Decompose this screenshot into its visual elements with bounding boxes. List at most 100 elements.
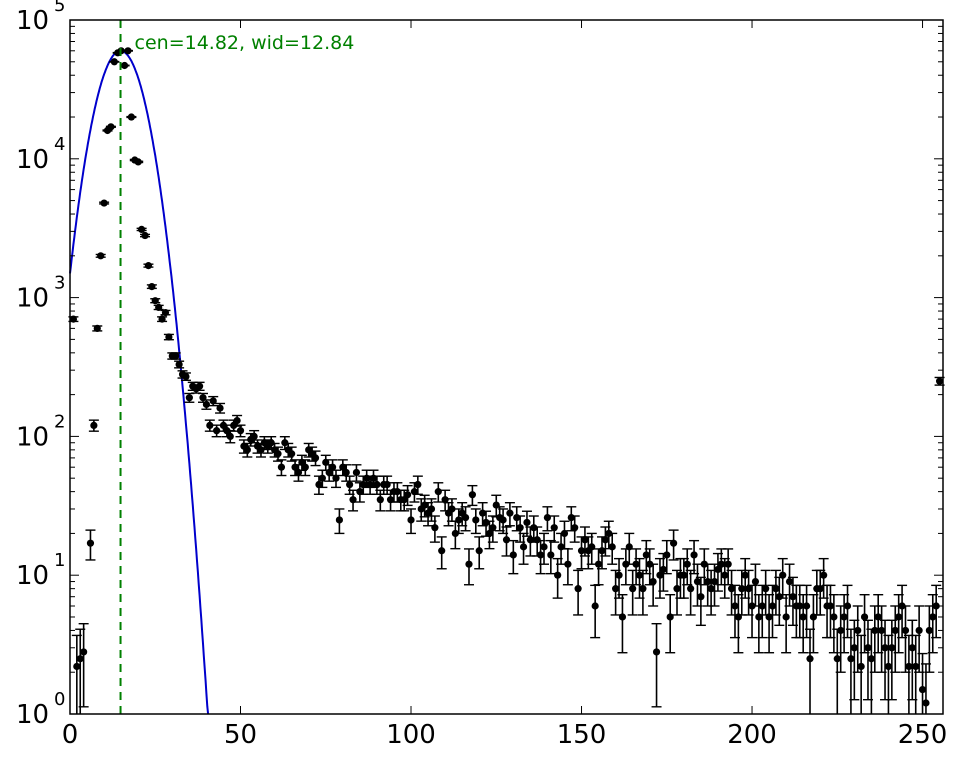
data-point [243,446,251,454]
data-point [161,308,170,317]
data-point [151,297,159,305]
data-point [175,360,183,369]
data-point [751,577,760,586]
data-point [533,536,541,544]
data-point [199,394,207,402]
data-point [407,516,415,524]
data-point [895,613,903,621]
data-point [680,571,688,579]
data-point [288,450,296,458]
data-point [659,565,667,574]
data-point [393,488,401,496]
data-point [874,613,882,621]
data-point [438,547,446,555]
data-point [762,585,770,593]
data-point [864,644,872,652]
data-point [881,644,889,652]
data-point [339,463,347,471]
data-point [206,421,214,430]
data-point [871,626,879,635]
data-point [359,480,367,489]
data-point [935,377,944,385]
data-point [148,283,156,291]
data-point [274,450,282,458]
data-point [768,602,777,610]
data-point [434,488,442,496]
data-point [731,602,739,610]
data-point [141,231,149,240]
data-point [404,491,412,499]
data-point [233,416,241,425]
data-point [526,536,534,544]
data-point [195,382,204,390]
data-point [86,539,95,547]
data-point [547,551,555,559]
data-point [666,613,674,621]
data-point [721,571,729,579]
data-point [635,571,644,579]
data-point [796,602,804,610]
data-point [301,463,309,471]
data-point [127,113,135,121]
data-point [134,158,142,166]
point-layer [69,47,944,707]
data-point [550,524,558,532]
data-point [843,602,852,610]
data-point [574,585,582,593]
data-point [748,602,756,610]
y-tick-label-exponent: 0 [54,689,65,710]
data-point [455,516,463,524]
data-point [663,551,671,559]
data-point [322,458,330,466]
data-point [110,58,118,66]
data-point [369,474,378,482]
data-point [632,560,640,568]
y-tick-label-base: 10 [16,284,49,314]
data-point [642,551,650,559]
data-point [332,474,340,482]
data-point [901,626,910,635]
data-point [915,626,923,635]
data-point [557,543,565,551]
data-point [468,491,476,499]
data-point [441,496,449,504]
data-point [912,662,920,671]
data-point [779,571,787,579]
data-point [707,585,715,593]
data-point [594,560,603,568]
data-point [652,648,661,656]
data-point [277,463,286,471]
data-point [543,514,552,522]
data-point [860,613,869,621]
data-point [294,468,303,477]
data-point [925,626,933,635]
data-point [226,432,234,440]
data-point [352,468,361,477]
data-point [516,524,524,532]
fit-annotation: cen=14.82, wid=12.84 [135,32,355,54]
data-point [291,463,299,471]
data-point [530,524,538,532]
data-point [867,655,875,663]
data-point [693,577,702,586]
data-point [618,613,627,621]
data-point [448,505,456,513]
data-point [932,602,940,610]
data-point [738,585,746,593]
data-point [581,536,589,544]
data-point [383,480,391,489]
data-point [799,613,807,621]
data-point [809,613,818,621]
data-point [315,480,323,489]
x-tick-label: 100 [386,720,436,750]
data-point [564,560,572,568]
data-point [816,585,824,593]
data-point [714,565,722,574]
data-point [479,509,487,517]
data-point [492,501,500,509]
data-point [646,560,654,568]
data-point [540,543,548,551]
data-point [639,585,647,593]
data-point [833,655,841,663]
